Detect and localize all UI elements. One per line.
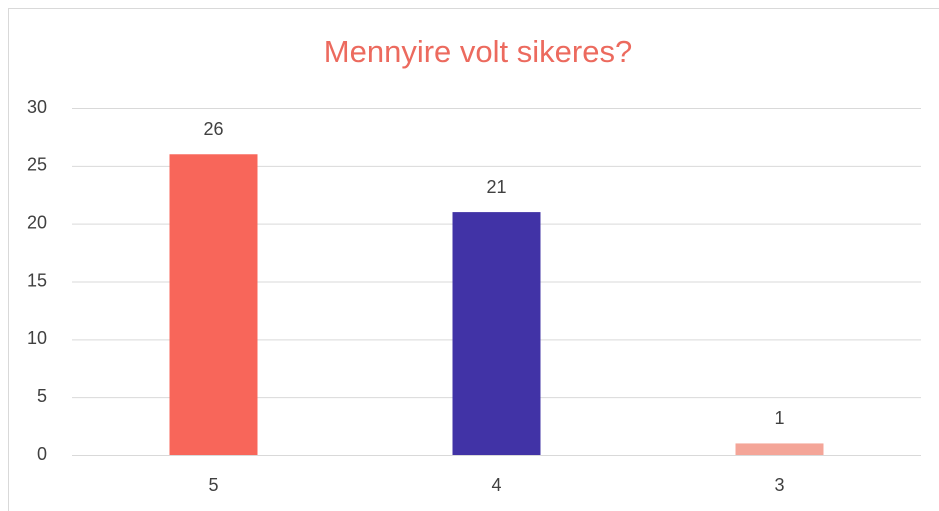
y-tick-label: 15	[27, 270, 47, 290]
bar	[169, 154, 258, 455]
x-tick-label: 3	[774, 475, 784, 495]
bar	[735, 443, 824, 455]
data-label: 21	[486, 177, 506, 197]
chart-title: Mennyire volt sikeres?	[324, 34, 632, 69]
x-tick-label: 5	[208, 475, 218, 495]
data-label: 1	[774, 408, 784, 428]
y-tick-label: 30	[27, 97, 47, 117]
y-tick-label: 5	[37, 386, 47, 406]
y-tick-label: 0	[37, 444, 47, 464]
data-label: 26	[203, 119, 223, 139]
y-tick-label: 20	[27, 212, 47, 232]
bar	[452, 212, 541, 455]
y-tick-label: 10	[27, 328, 47, 348]
y-tick-label: 25	[27, 155, 47, 175]
x-tick-label: 4	[491, 475, 501, 495]
